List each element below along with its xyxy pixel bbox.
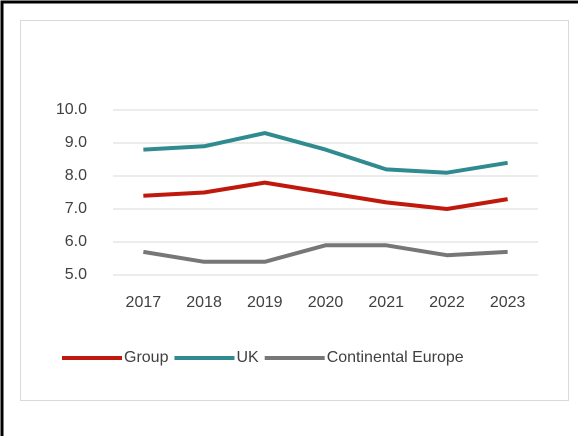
y-tick-label: 6.0 [65,233,87,250]
x-tick-label: 2019 [247,294,283,311]
x-tick-label: 2023 [490,294,526,311]
legend-label: Continental Europe [327,349,464,366]
legend-label: Group [124,349,169,366]
x-tick-label: 2022 [429,294,465,311]
y-tick-label: 9.0 [65,134,87,151]
y-tick-label: 10.0 [56,101,87,118]
y-tick-label: 7.0 [65,200,87,217]
x-tick-label: 2018 [186,294,222,311]
y-tick-label: 5.0 [65,266,87,283]
series-line [143,131,508,175]
legend-label: UK [236,349,259,366]
series-line [143,243,508,264]
series-line [143,180,508,211]
chart-frame [20,20,569,401]
x-tick-label: 2020 [308,294,344,311]
x-tick-label: 2021 [368,294,404,311]
x-tick-label: 2017 [126,294,162,311]
y-tick-label: 8.0 [65,167,87,184]
